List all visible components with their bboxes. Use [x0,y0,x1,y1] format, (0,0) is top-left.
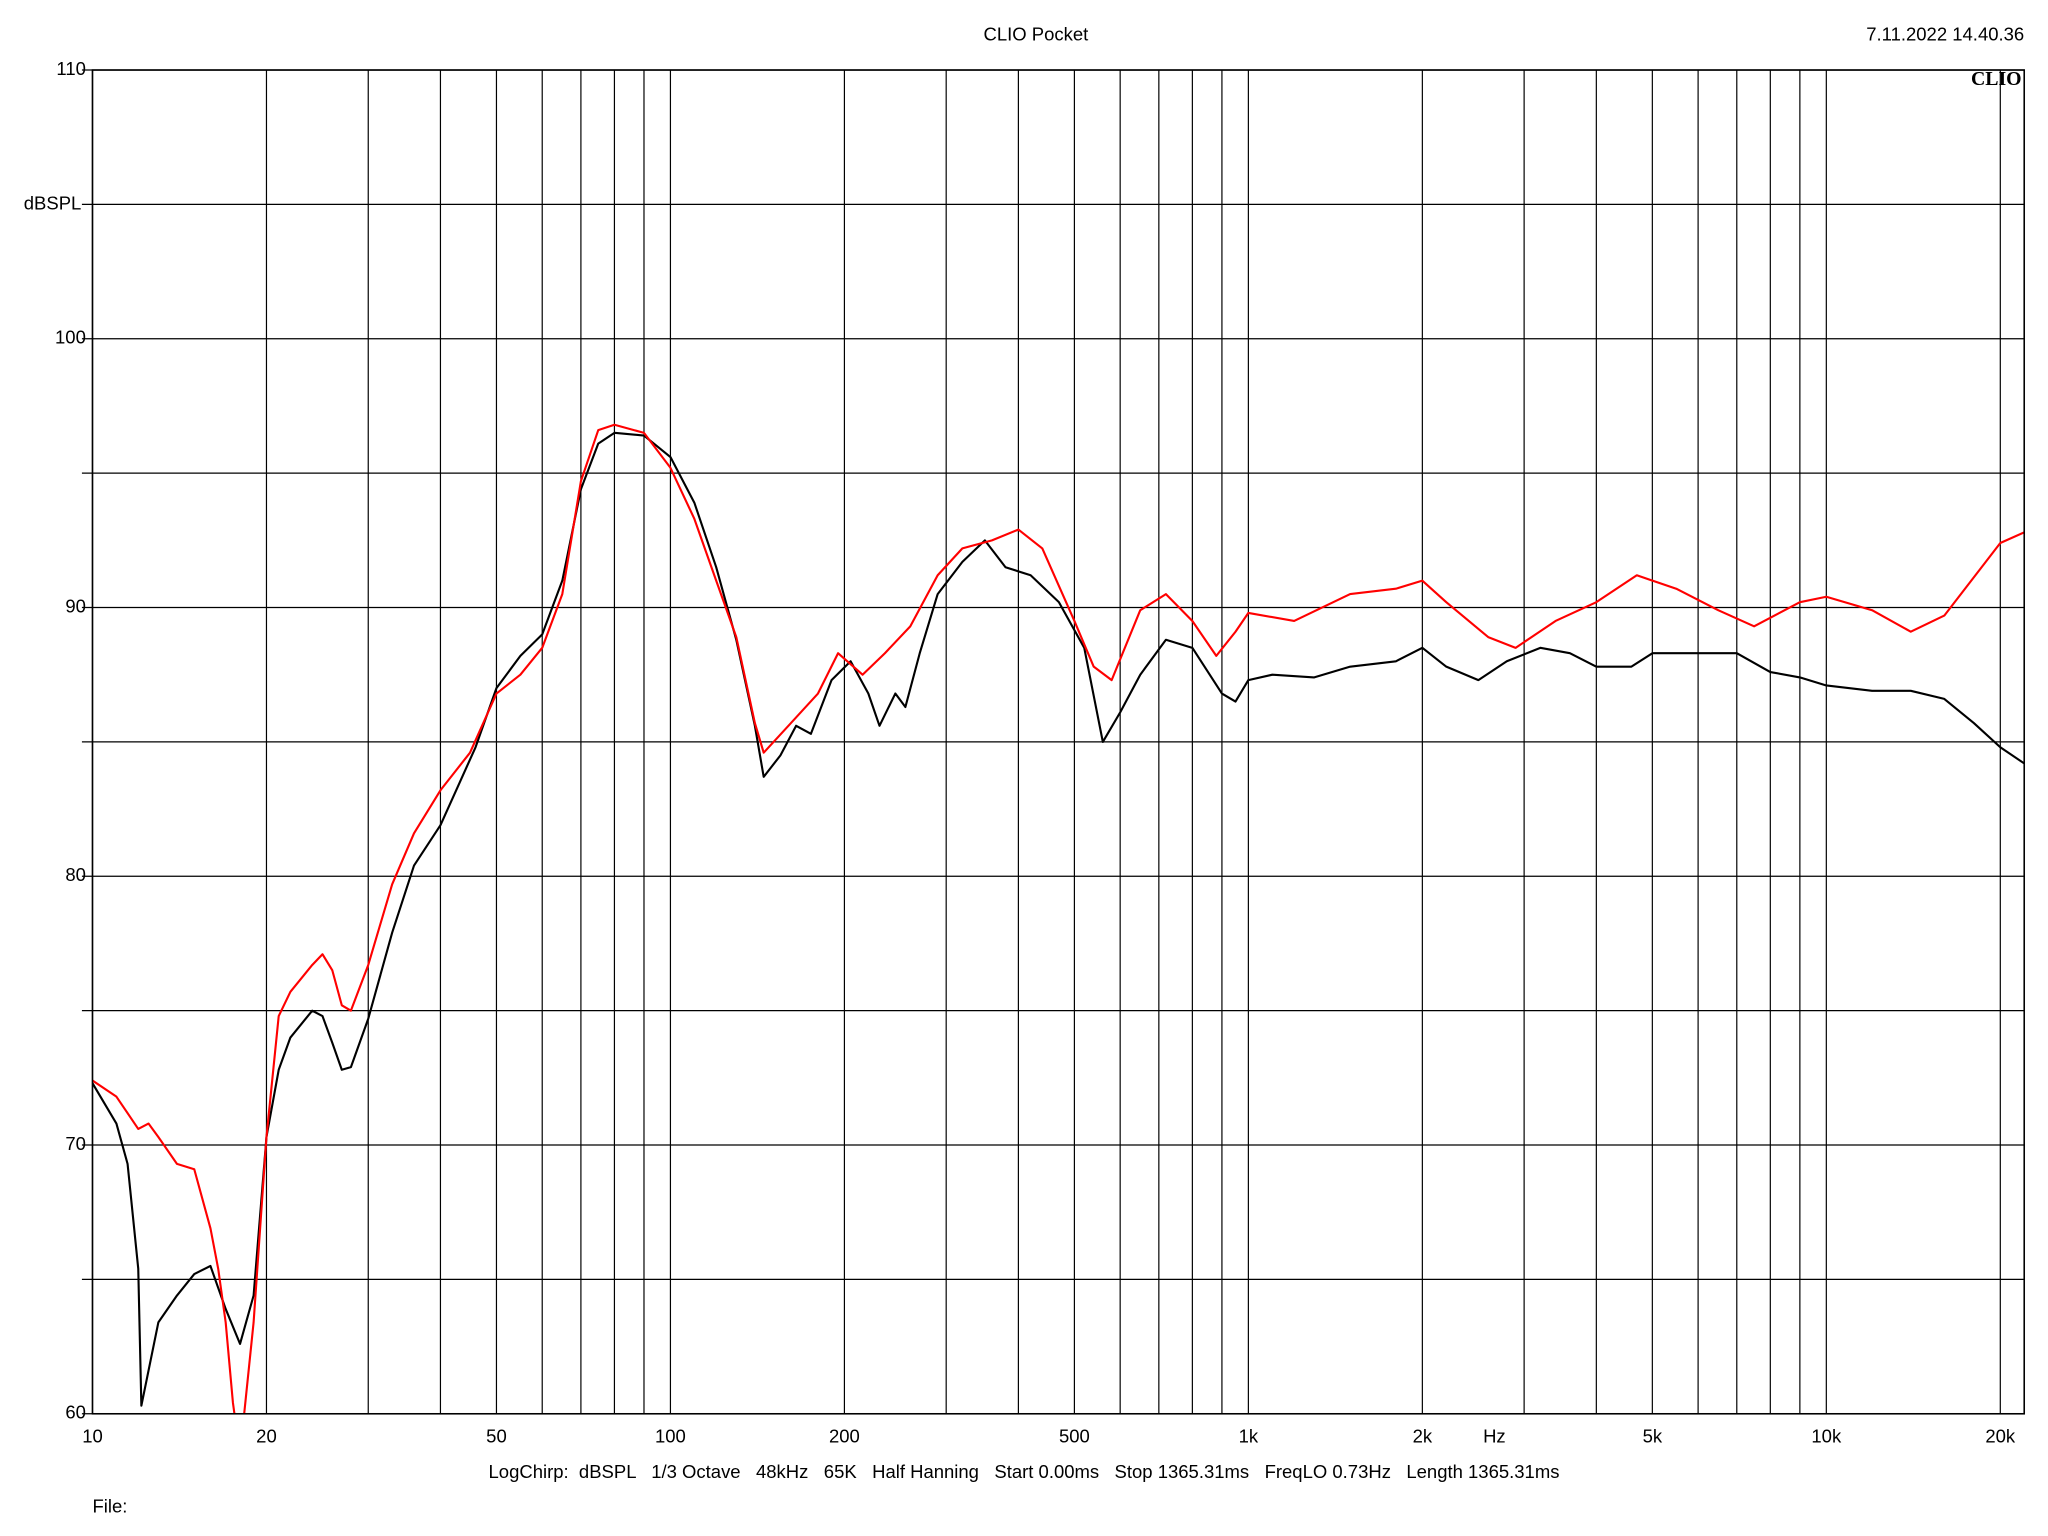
series-line [92,423,2025,1414]
x-tick-label: 50 [486,1425,507,1446]
x-tick-label: 20 [256,1425,277,1446]
x-tick-label: 10 [82,1425,103,1446]
x-tick-label: 2k [1413,1425,1433,1446]
grid [81,69,2025,1415]
y-tick-label: 80 [65,864,86,885]
logo: CLIO [1971,68,2022,90]
plot-frame [91,69,2026,1415]
x-tick-label: 200 [829,1425,860,1446]
y-tick-label: 90 [65,595,86,616]
x-tick-label: 500 [1059,1425,1090,1446]
file-label: File: [92,1495,127,1516]
y-tick-label: 60 [65,1402,86,1423]
series-line [92,431,2025,1407]
x-axis-label: Hz [1483,1425,1506,1446]
plot [92,423,2025,1414]
y-tick-label: 100 [55,327,86,348]
chart-title: CLIO Pocket [983,24,1088,45]
timestamp: 7.11.2022 14.40.36 [1866,24,2024,45]
y-axis-label: dBSPL [24,193,82,214]
x-tick-label: 5k [1643,1425,1663,1446]
y-tick-label: 110 [56,58,85,79]
y-tick-label: 70 [65,1133,86,1154]
x-tick-label: 20k [1985,1425,2016,1446]
x-tick-label: 10k [1811,1425,1842,1446]
x-tick-label: 1k [1239,1425,1259,1446]
x-tick-label: 100 [655,1425,686,1446]
footer: LogChirp: dBSPL 1/3 Octave 48kHz 65K Hal… [489,1461,1560,1482]
